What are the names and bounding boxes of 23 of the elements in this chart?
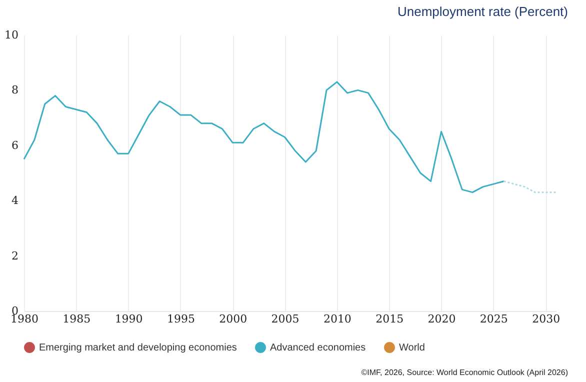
text: ©IMF, 2026, Source: World Economic Outlook (April 2026) <box>361 368 568 377</box>
y-tick-label: 2 <box>12 249 18 262</box>
x-tick-label: 2025 <box>480 312 508 326</box>
x-tick-label: 2015 <box>376 312 404 326</box>
chart-title: Unemployment rate (Percent) <box>397 4 568 19</box>
x-tick-label: 1985 <box>62 312 91 326</box>
x-tick-label: 2010 <box>323 312 352 326</box>
legend-label: Emerging market and developing economies <box>39 342 237 354</box>
x-tick-label: 1990 <box>114 312 143 326</box>
x-tick-label: 2030 <box>532 312 560 326</box>
x-tick-label: 2005 <box>271 312 300 326</box>
x-tick-label: 1980 <box>10 312 38 326</box>
y-tick-label: 10 <box>4 28 18 42</box>
line-series <box>23 81 505 194</box>
x-tick-label: 2000 <box>219 312 248 326</box>
x-tick-label: 2020 <box>428 312 456 326</box>
x-tick-label: 1995 <box>166 312 195 326</box>
legend-label: Advanced economies <box>270 342 366 354</box>
y-tick-label: 8 <box>12 84 18 97</box>
y-tick-label: 4 <box>12 194 18 208</box>
y-tick-label: 6 <box>12 138 18 152</box>
legend-label: World <box>399 342 425 354</box>
line-series <box>503 180 557 194</box>
